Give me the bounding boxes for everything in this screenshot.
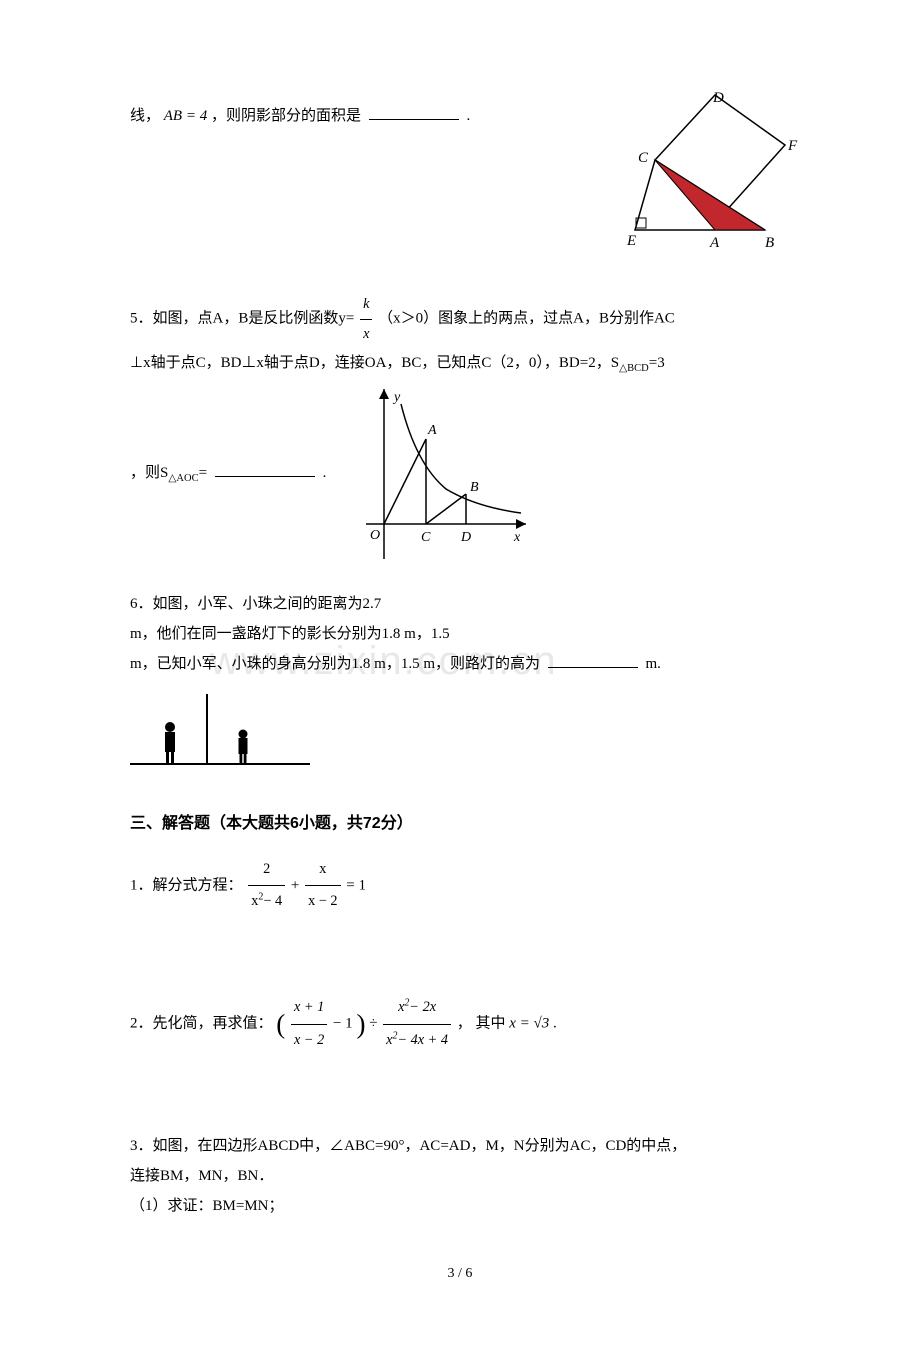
p2-period: . [553,1016,557,1032]
svg-text:F: F [787,138,798,154]
p1-eq: = 1 [346,877,366,893]
q5-l2: ⊥x轴于点C，BD⊥x轴于点D，连接OA，BC，已知点C（2，0），BD=2，S [130,355,619,371]
q4-prefix: 线， [130,108,164,124]
p1-f1: 2 x2− 4 [248,854,285,918]
svg-text:E: E [626,233,636,249]
p1-f1-num: 2 [248,854,285,886]
svg-text:O: O [370,528,380,543]
q5-l3a: ，则S [130,465,168,481]
question-6: 6．如图，小军、小珠之间的距离为2.7 m，他们在同一盏路灯下的影长分别为1.8… [130,589,790,780]
p1-f2-den: x − 2 [305,886,340,917]
question-5: 5．如图，点A，B是反比例函数y= k x （x＞0）图象上的两点，过点A，B分… [130,290,790,569]
svg-text:D: D [712,90,724,106]
q4-text-mid: ，则阴影部分的面积是 [211,108,361,124]
p2-tail-a: ， 其中 [457,1016,510,1032]
p2-lparen: ( [276,1009,285,1039]
q5-l1a: 5．如图，点A，B是反比例函数y= [130,310,354,326]
q6-l3: m，已知小军、小珠的身高分别为1.8 m，1.5 m，则路灯的高为 m. [130,649,790,679]
p2-f1-den: x − 2 [291,1025,327,1056]
p2-rparen: ) [356,1009,365,1039]
p3-l3: （1）求证：BM=MN； [130,1191,790,1221]
q4-period: . [466,108,470,124]
q4-math: AB = 4 [164,108,207,124]
q5-frac: k x [360,290,372,348]
svg-text:C: C [421,530,431,545]
p2-label: 2．先化简，再求值： [130,1016,273,1032]
p2-f2-den: x2− 4x + 4 [383,1025,451,1056]
p2-f2: x2− 2x x2− 4x + 4 [383,992,451,1056]
p3-l1: 3．如图，在四边形ABCD中，∠ABC=90°，AC=AD，M，N分别为AC，C… [130,1131,790,1161]
problem-2: 2．先化简，再求值： ( x + 1 x − 2 − 1 ) ÷ x2− 2x … [130,992,790,1056]
p1-label: 1．解分式方程： [130,877,243,893]
q5-sub-aoc: △AOC [168,473,198,484]
p3-l2: 连接BM，MN，BN． [130,1161,790,1191]
q5-diagram: y A B O C D x [346,379,536,569]
p1-f2-num: x [305,854,340,886]
blank-q4 [369,105,459,120]
q5-sub-bcd: △BCD [619,363,649,374]
blank-q6 [548,653,638,668]
p1-f2: x x − 2 [305,854,340,918]
p1-plus: + [291,877,299,893]
q5-l3b: = [199,465,207,481]
svg-text:B: B [470,480,479,495]
svg-text:B: B [765,235,774,251]
p2-div: ÷ [369,1016,377,1032]
blank-q5 [215,462,315,477]
q5-period: . [323,465,327,481]
page-number: 3 / 6 [130,1261,790,1286]
p2-f1-num: x + 1 [291,992,327,1024]
p2-f1: x + 1 x − 2 [291,992,327,1056]
q5-l3-text: ，则S△AOC= . [130,460,326,489]
q4-diagram: D F C E A B [600,90,810,260]
svg-text:D: D [460,530,471,545]
q6-l3a: m，已知小军、小珠的身高分别为1.8 m，1.5 m，则路灯的高为 [130,656,540,672]
svg-text:y: y [392,390,401,405]
q5-frac-den: x [360,320,372,349]
problem-3: 3．如图，在四边形ABCD中，∠ABC=90°，AC=AD，M，N分别为AC，C… [130,1131,790,1221]
svg-text:A: A [427,423,437,438]
p2-tail-b: x = √3 [509,1016,549,1032]
question-4: 线， AB = 4 ，则阴影部分的面积是 . D F C E A B [130,100,790,270]
q5-l2-tail: =3 [649,355,665,371]
question-5-text: 5．如图，点A，B是反比例函数y= k x （x＞0）图象上的两点，过点A，B分… [130,290,790,379]
svg-text:C: C [638,150,649,166]
gap-1 [130,917,790,977]
q6-l1: 6．如图，小军、小珠之间的距离为2.7 [130,589,790,619]
q5-row3: ，则S△AOC= . y A B O C D x [130,379,790,569]
q5-l1b: （x＞0）图象上的两点，过点A，B分别作AC [378,310,675,326]
svg-text:A: A [709,235,720,251]
problem-1: 1．解分式方程： 2 x2− 4 + x x − 2 = 1 [130,854,790,918]
q6-diagram [130,689,310,769]
gap-2 [130,1056,790,1116]
q6-l3b: m. [646,656,661,672]
q6-l2: m，他们在同一盏路灯下的影长分别为1.8 m，1.5 [130,619,790,649]
p1-f1-den: x2− 4 [248,886,285,917]
q5-frac-num: k [360,290,372,320]
p2-f2-num: x2− 2x [383,992,451,1024]
p2-minus1: − 1 [333,1016,353,1032]
svg-text:x: x [513,530,521,545]
section-3-title: 三、解答题（本大题共6小题，共72分） [130,810,790,839]
